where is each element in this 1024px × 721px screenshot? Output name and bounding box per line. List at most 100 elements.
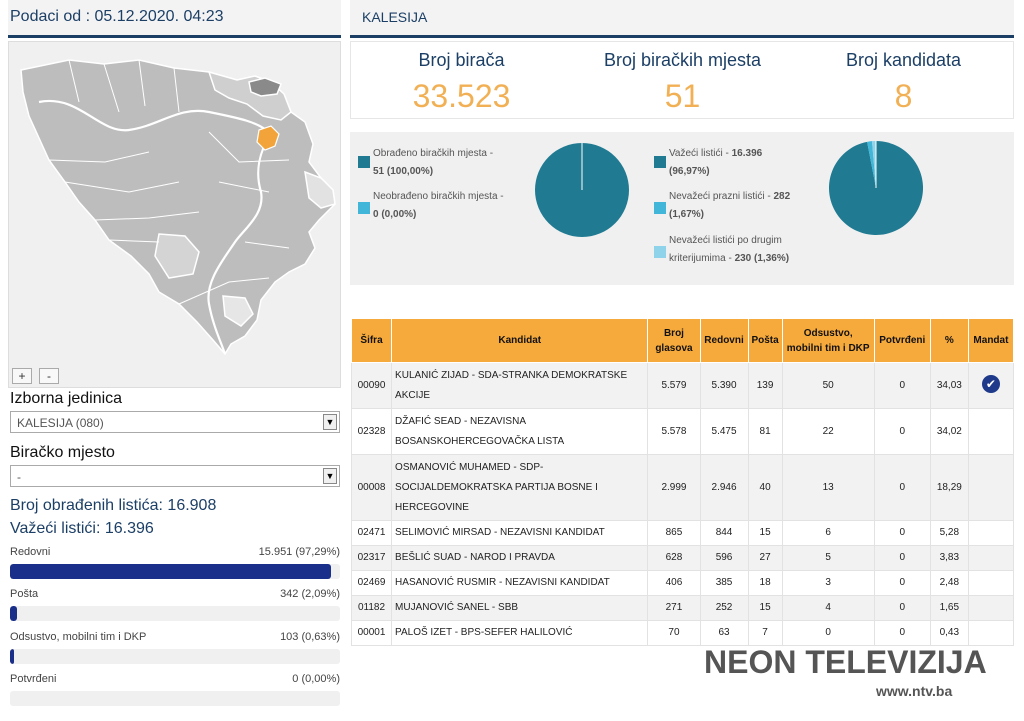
legend-text: Neobrađeno biračkih mjesta -: [373, 191, 504, 202]
cell-candidate: BEŠLIĆ SUAD - NAROD I PRAVDA: [391, 545, 649, 571]
table-row[interactable]: 02317 BEŠLIĆ SUAD - NAROD I PRAVDA 628 596 2…: [350, 545, 1015, 571]
col-header-post[interactable]: Pošta: [747, 318, 783, 363]
cell-absent: 4: [781, 595, 875, 621]
table-row[interactable]: 02471 SELIMOVIĆ MIRSAD - NEZAVISNI KANDID…: [350, 520, 1015, 546]
cell-post: 81: [747, 408, 783, 455]
table-row[interactable]: 02469 HASANOVIĆ RUSMIR - NEZAVISNI KANDID…: [350, 570, 1015, 596]
cell-absent: 6: [781, 520, 875, 546]
map-region-brcko: [248, 77, 282, 97]
biracko-value: -: [17, 470, 21, 484]
bar-potvrdjeni: Potvrđeni 0 (0,00%): [10, 673, 340, 713]
izborna-select[interactable]: KALESIJA (080) ▼: [10, 411, 340, 433]
cell-regular: 596: [699, 545, 749, 571]
table-header-row: Šifra Kandidat Broj glasova Redovni Pošt…: [350, 318, 1015, 363]
legend-text: kriterijumima -: [669, 253, 735, 264]
col-header-absent[interactable]: Odsustvo, mobilni tim i DKP: [781, 318, 875, 363]
cell-code: 00090: [350, 362, 393, 409]
col-header-regular[interactable]: Redovni: [699, 318, 749, 363]
cell-percent: 3,83: [929, 545, 969, 571]
bar-track: [10, 649, 340, 664]
table-row[interactable]: 02328 DŽAFIĆ SEAD - NEZAVISNA BOSANSKOHER…: [350, 408, 1015, 455]
legend-value: 16.396: [731, 148, 763, 159]
data-timestamp: Podaci od : 05.12.2020. 04:23: [10, 8, 224, 25]
col-header-mandate[interactable]: Mandat: [967, 318, 1015, 363]
bar-label: Pošta: [10, 588, 39, 600]
legend-swatch: [654, 156, 666, 168]
col-header-percent[interactable]: %: [929, 318, 969, 363]
izborna-value: KALESIJA (080): [17, 416, 104, 430]
processed-ballots: Broj obrađenih listića: 16.908: [10, 497, 217, 514]
pie-chart-polling: [535, 143, 629, 237]
col-header-votes[interactable]: Broj glasova: [647, 318, 701, 363]
cell-post: 40: [747, 454, 783, 521]
stat-polling-stations: Broj biračkih mjesta 51: [572, 42, 793, 120]
cell-absent: 13: [781, 454, 875, 521]
cell-absent: 22: [781, 408, 875, 455]
cell-mandate: [967, 595, 1015, 621]
watermark-brand: NEON TELEVIZIJA: [704, 644, 987, 680]
cell-absent: 50: [781, 362, 875, 409]
cell-candidate: PALOŠ IZET - BPS-SEFER HALILOVIĆ: [391, 620, 649, 646]
chevron-down-icon[interactable]: ▼: [323, 468, 337, 484]
cell-post: 18: [747, 570, 783, 596]
cell-regular: 5.390: [699, 362, 749, 409]
cell-absent: 0: [781, 620, 875, 646]
pie2-slice: [871, 141, 876, 188]
stat-candidates: Broj kandidata 8: [793, 42, 1014, 120]
legend-text: Nevažeći prazni listići -: [669, 191, 774, 202]
cell-candidate: SELIMOVIĆ MIRSAD - NEZAVISNI KANDIDAT: [391, 520, 649, 546]
bih-map[interactable]: [9, 42, 340, 387]
bar-posta: Pošta 342 (2,09%): [10, 588, 340, 628]
cell-mandate: [967, 454, 1015, 521]
valid-ballots: Važeći listići: 16.396: [10, 520, 154, 537]
results-body: 00090 KULANIĆ ZIJAD - SDA-STRANKA DEMOKRA…: [350, 362, 1015, 646]
col-header-confirmed[interactable]: Potvrđeni: [873, 318, 931, 363]
bar-label: Redovni: [10, 546, 51, 558]
cell-code: 02469: [350, 570, 393, 596]
col-header-code[interactable]: Šifra: [350, 318, 393, 363]
biracko-select[interactable]: - ▼: [10, 465, 340, 487]
pie-charts-panel: Obrađeno biračkih mjesta - 51 (100,00%) …: [350, 132, 1014, 285]
legend-swatch: [358, 156, 370, 168]
bar-value: 0 (0,00%): [292, 673, 340, 685]
table-row[interactable]: 00008 OSMANOVIĆ MUHAMED - SDP-SOCIJALDEMO…: [350, 454, 1015, 521]
cell-post: 15: [747, 595, 783, 621]
zoom-out-button[interactable]: -: [39, 368, 59, 384]
cell-code: 00008: [350, 454, 393, 521]
stat-title: Broj kandidata: [845, 50, 962, 70]
legend-invalid-empty: Nevažeći prazni listići - 282 (1,67%): [669, 188, 790, 224]
map-selected-kalesija[interactable]: [256, 125, 280, 151]
zoom-in-button[interactable]: +: [12, 368, 32, 384]
legend-invalid-other: Nevažeći listići po drugim kriterijumima…: [669, 232, 789, 268]
cell-votes: 5.579: [647, 362, 701, 409]
cell-percent: 18,29: [929, 454, 969, 521]
cell-mandate: [967, 520, 1015, 546]
bar-redovni: Redovni 15.951 (97,29%): [10, 546, 340, 586]
cell-mandate: [967, 408, 1015, 455]
cell-confirmed: 0: [873, 520, 931, 546]
cell-post: 7: [747, 620, 783, 646]
col-header-candidate[interactable]: Kandidat: [391, 318, 649, 363]
cell-candidate: DŽAFIĆ SEAD - NEZAVISNA BOSANSKOHERCEGOV…: [391, 408, 649, 455]
cell-code: 02328: [350, 408, 393, 455]
cell-code: 02471: [350, 520, 393, 546]
cell-regular: 385: [699, 570, 749, 596]
cell-confirmed: 0: [873, 408, 931, 455]
bar-track: [10, 606, 340, 621]
table-row[interactable]: 01182 MUJANOVIĆ SANEL - SBB 271 252 15 4 0 1,65: [350, 595, 1015, 621]
chevron-down-icon[interactable]: ▼: [323, 414, 337, 430]
left-header: Podaci od : 05.12.2020. 04:23: [8, 0, 341, 38]
results-table: Šifra Kandidat Broj glasova Redovni Pošt…: [350, 318, 1015, 646]
legend-valid: Važeći listići - 16.396 (96,97%): [669, 145, 762, 181]
stat-title: Broj biračkih mjesta: [603, 50, 762, 70]
map-panel[interactable]: + -: [8, 41, 341, 388]
legend-value: 0 (0,00%): [373, 209, 417, 220]
cell-percent: 1,65: [929, 595, 969, 621]
bar-value: 103 (0,63%): [280, 631, 340, 643]
cell-votes: 5.578: [647, 408, 701, 455]
table-row[interactable]: 00090 KULANIĆ ZIJAD - SDA-STRANKA DEMOKRA…: [350, 362, 1015, 409]
bar-odsustvo: Odsustvo, mobilni tim i DKP 103 (0,63%): [10, 631, 340, 671]
right-header: KALESIJA: [350, 0, 1014, 38]
cell-code: 00001: [350, 620, 393, 646]
table-row[interactable]: 00001 PALOŠ IZET - BPS-SEFER HALILOVIĆ 70 6…: [350, 620, 1015, 646]
